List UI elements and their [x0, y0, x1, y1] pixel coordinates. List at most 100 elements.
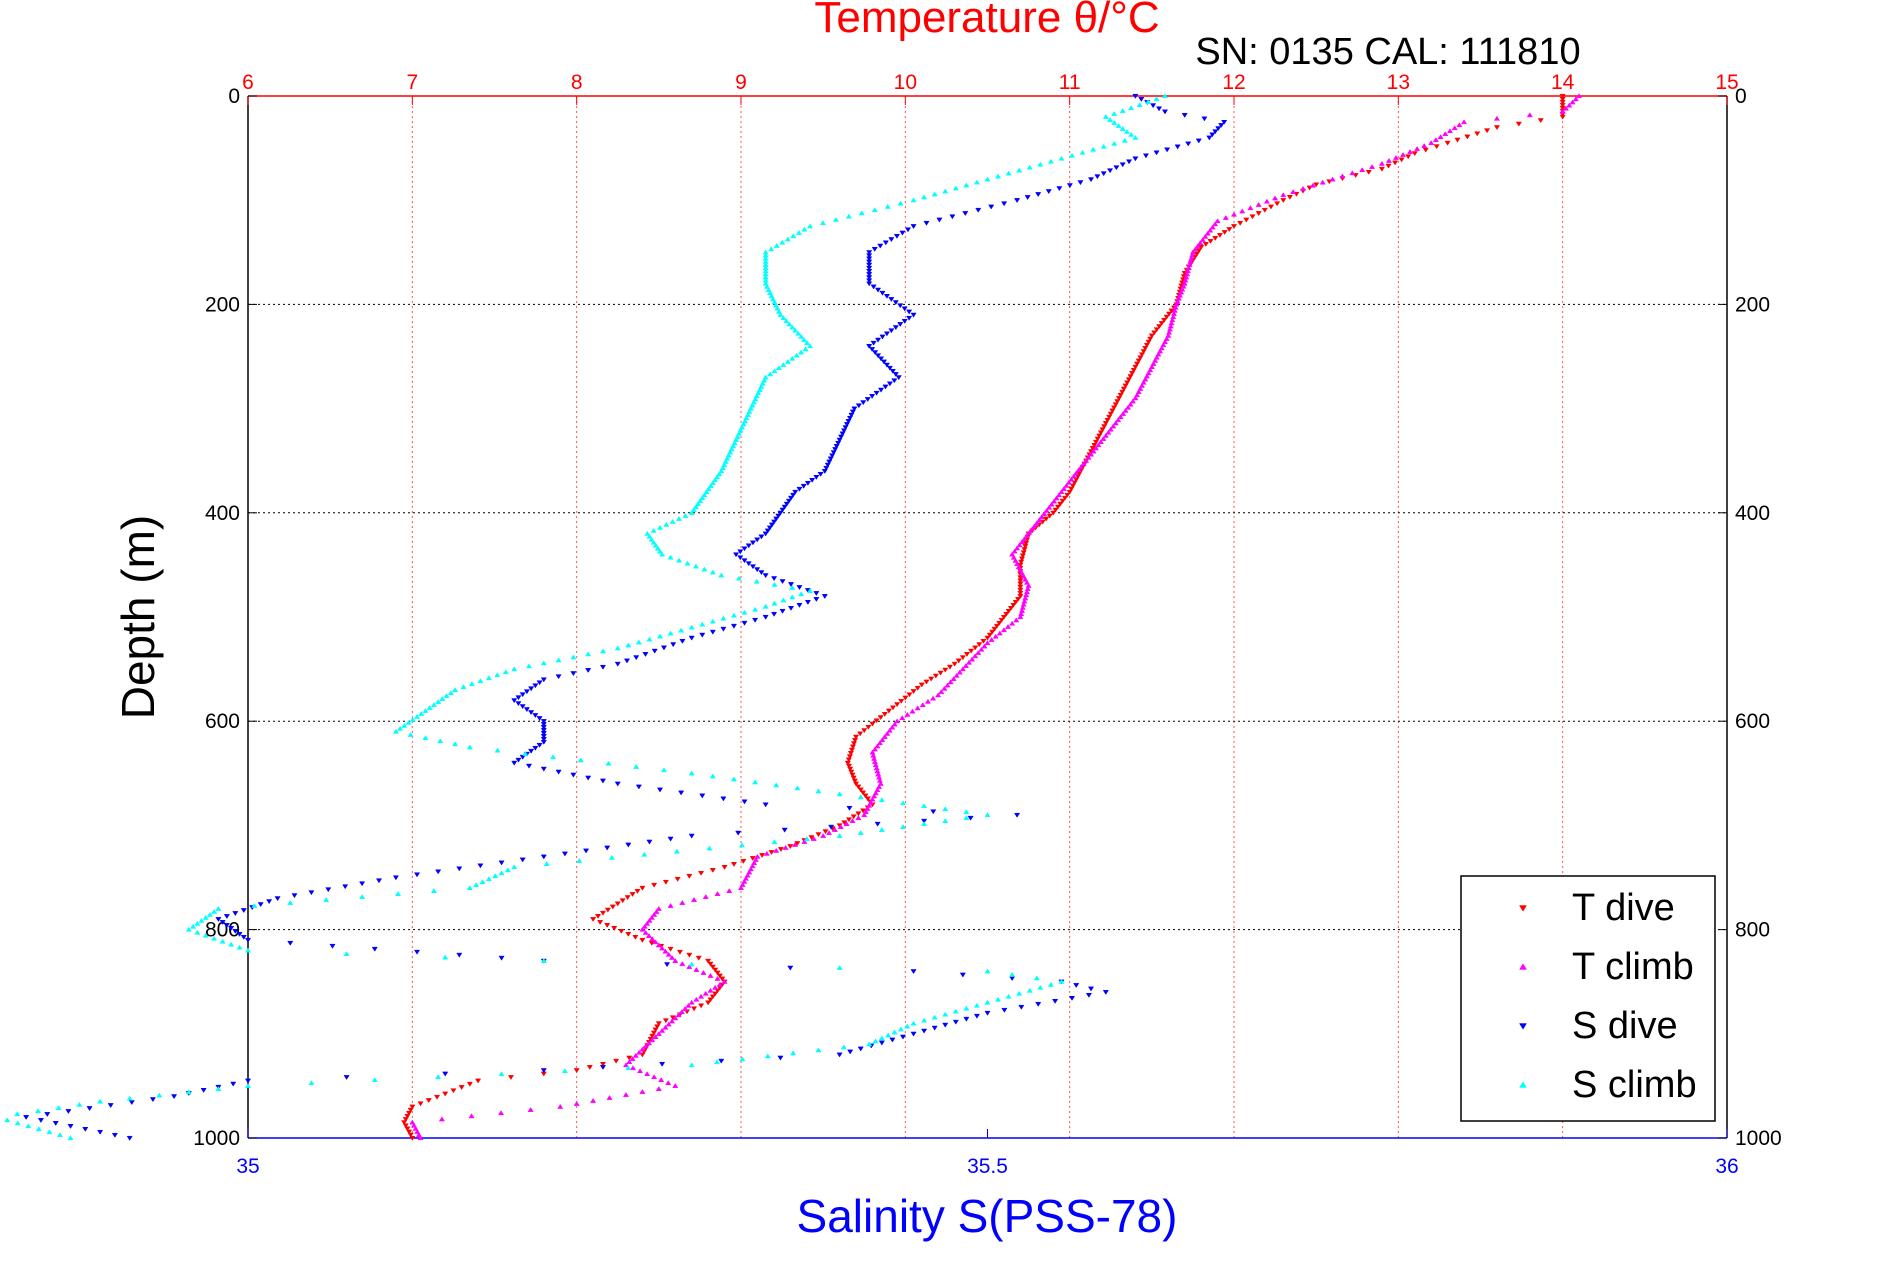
data-point [936, 217, 943, 223]
data-point [655, 942, 662, 948]
data-point [745, 543, 752, 549]
data-point [821, 594, 828, 599]
data-point [1214, 218, 1221, 224]
data-point [857, 794, 864, 800]
data-point [790, 233, 797, 239]
data-point [921, 1017, 928, 1023]
data-point [1255, 201, 1262, 207]
data-point [211, 935, 218, 941]
data-point [972, 645, 979, 651]
data-point [1309, 182, 1316, 188]
data-point [902, 695, 909, 701]
data-point [585, 651, 592, 657]
data-point [973, 1002, 980, 1008]
data-point [632, 934, 639, 940]
data-point [659, 1061, 666, 1067]
data-point [1125, 377, 1132, 383]
data-point [1013, 617, 1020, 623]
data-point [1016, 542, 1023, 548]
data-point [540, 736, 547, 742]
data-point [629, 1055, 636, 1061]
data-point [1349, 170, 1356, 176]
data-point [871, 746, 878, 752]
data-point [659, 1027, 666, 1033]
data-point [543, 861, 550, 867]
left-tick-label: 1000 [193, 1127, 240, 1150]
data-point [194, 929, 201, 935]
data-point [996, 630, 1003, 636]
data-point [686, 952, 693, 958]
data-point [251, 902, 258, 908]
data-point [651, 648, 658, 654]
data-point [891, 378, 898, 384]
data-point [219, 938, 226, 944]
data-point [866, 262, 873, 268]
data-point [718, 468, 725, 474]
data-point [573, 1100, 580, 1106]
data-point [869, 347, 876, 353]
data-point [800, 483, 807, 489]
data-point [720, 626, 727, 632]
data-point [899, 715, 906, 721]
data-point [323, 897, 330, 902]
data-point [1209, 132, 1216, 138]
data-point [835, 440, 842, 446]
data-point [1378, 160, 1385, 166]
data-point [984, 812, 991, 818]
data-point [452, 687, 459, 693]
data-point [866, 278, 873, 284]
data-point [1115, 396, 1123, 401]
data-point [1017, 567, 1024, 573]
data-point [675, 557, 683, 563]
data-point [1569, 99, 1576, 105]
data-point [46, 1129, 53, 1135]
data-point [787, 965, 794, 971]
data-point [502, 669, 509, 675]
data-point [995, 173, 1002, 179]
data-point [780, 597, 787, 603]
data-point [1148, 333, 1155, 339]
data-point [652, 939, 659, 945]
data-point [667, 630, 674, 636]
data-point [1230, 224, 1238, 230]
data-point [1133, 392, 1141, 398]
data-point [14, 1111, 21, 1117]
data-point [1017, 590, 1024, 596]
data-point [466, 885, 473, 890]
data-point [930, 809, 937, 815]
data-point [883, 293, 890, 299]
left-tick-label: 800 [205, 919, 240, 942]
data-point [536, 716, 543, 722]
data-point [1132, 156, 1139, 162]
data-point [899, 800, 907, 806]
bottom-tick-label: 36 [1715, 1155, 1738, 1178]
data-point [1017, 594, 1024, 599]
data-point [921, 1028, 928, 1034]
data-point [654, 545, 661, 551]
data-point [1392, 154, 1400, 160]
data-point [622, 1092, 630, 1097]
data-point [790, 1050, 797, 1056]
data-point [343, 951, 350, 956]
data-point [820, 833, 827, 838]
data-point [789, 594, 796, 600]
data-point [906, 315, 913, 321]
data-point [888, 237, 895, 243]
data-point [789, 585, 796, 590]
data-point [869, 721, 876, 727]
data-point [405, 1129, 413, 1135]
data-point [1036, 517, 1043, 523]
data-point [614, 901, 621, 907]
data-point [871, 793, 878, 799]
data-point [274, 896, 281, 902]
data-point [515, 757, 522, 763]
data-point [1024, 195, 1031, 201]
data-point [762, 573, 769, 579]
data-point [1068, 152, 1076, 158]
data-point [1158, 321, 1165, 326]
data-point [777, 847, 784, 853]
data-point [836, 437, 843, 443]
data-point [555, 674, 562, 680]
data-point [861, 728, 868, 734]
data-point [759, 853, 766, 858]
